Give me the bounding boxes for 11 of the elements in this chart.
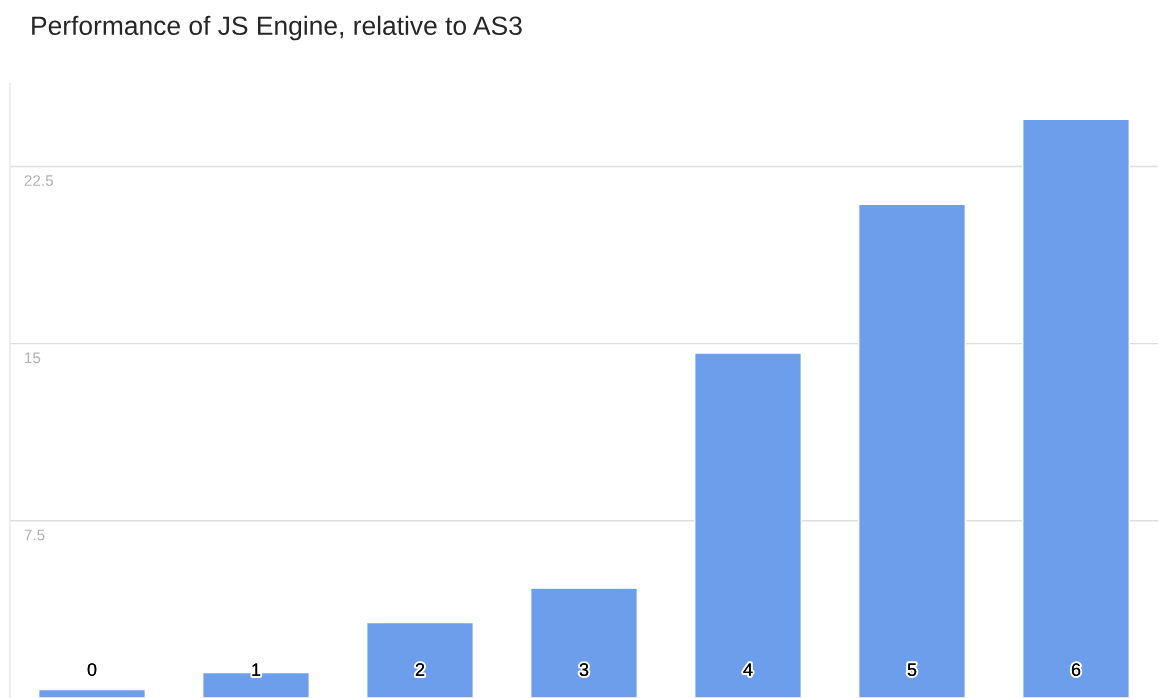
x-tick-label: 2 (415, 663, 425, 676)
y-tick-label: 7.5 (24, 529, 45, 541)
chart-title: Performance of JS Engine, relative to AS3 (32, 15, 522, 41)
y-tick-label: 15 (25, 352, 41, 364)
x-tick-label: 5 (907, 663, 917, 676)
x-tick-label: 3 (579, 663, 589, 676)
x-tick-label: 4 (743, 663, 753, 676)
y-tick-label: 22.5 (24, 175, 53, 186)
x-tick-label: 1 (252, 663, 261, 676)
x-tick-label: 0 (87, 663, 97, 676)
x-tick-label: 6 (1071, 663, 1081, 676)
